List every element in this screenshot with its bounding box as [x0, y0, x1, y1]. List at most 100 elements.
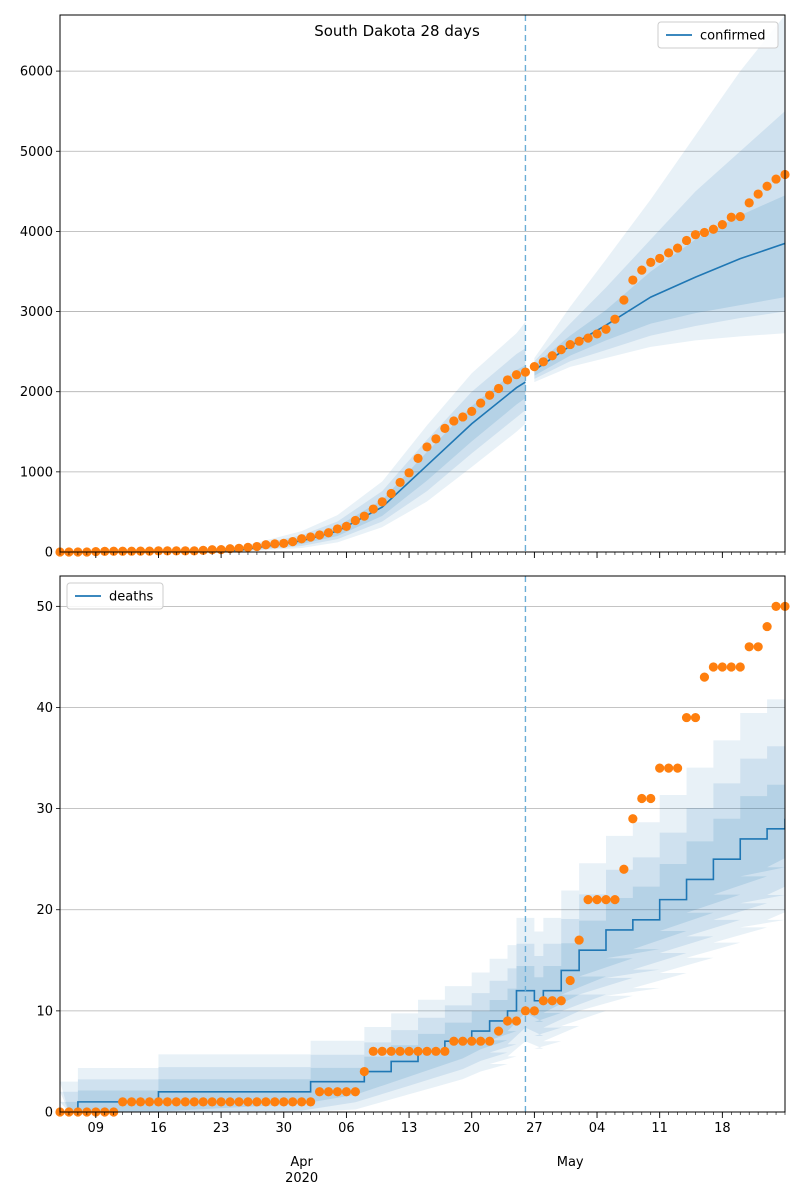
x-tick-label: 13 — [401, 1121, 418, 1136]
deaths-observed-point — [511, 1016, 522, 1026]
deaths-observed-point — [726, 662, 736, 672]
deaths-observed-point — [135, 1097, 146, 1107]
deaths-observed-point — [637, 793, 647, 804]
confirmed-observed-point — [413, 453, 423, 463]
deaths-observed-point — [422, 1046, 432, 1056]
deaths-observed-point — [690, 712, 701, 723]
deaths-observed-point — [485, 1036, 495, 1046]
deaths-observed-point — [655, 763, 665, 773]
confirmed-observed-point — [485, 390, 495, 400]
deaths-observed-point — [529, 1006, 539, 1016]
confirmed-observed-point — [332, 524, 343, 534]
deaths-observed-point — [547, 996, 557, 1006]
confirmed-y-tick-label: 0 — [45, 546, 53, 561]
confirmed-observed-point — [467, 406, 477, 416]
x-tick-label: 16 — [150, 1121, 167, 1136]
deaths-observed-point — [279, 1097, 289, 1107]
x-tick-label: 23 — [213, 1121, 230, 1136]
confirmed-observed-point — [762, 181, 772, 191]
x-tick-label: 30 — [275, 1121, 292, 1136]
confirmed-observed-point — [726, 212, 736, 222]
confirmed-observed-point — [717, 219, 727, 230]
confirmed-observed-point — [502, 375, 513, 385]
confirmed-observed-point — [529, 362, 539, 372]
deaths-observed-point — [180, 1097, 190, 1107]
deaths-observed-point — [574, 935, 584, 945]
x-tick-label: 27 — [526, 1121, 543, 1136]
deaths-y-tick-label: 40 — [36, 701, 53, 716]
deaths-observed-point — [699, 672, 710, 682]
confirmed-observed-point — [422, 442, 432, 452]
deaths-observed-point — [502, 1016, 513, 1026]
confirmed-y-tick-label: 1000 — [20, 465, 53, 480]
confirmed-observed-point — [690, 230, 701, 240]
deaths-observed-point — [171, 1097, 181, 1107]
deaths-observed-point — [306, 1097, 316, 1107]
deaths-observed-point — [592, 895, 602, 905]
deaths-observed-point — [565, 975, 575, 986]
deaths-observed-point — [628, 814, 638, 824]
confirmed-observed-point — [350, 515, 360, 526]
deaths-observed-point — [681, 712, 692, 723]
deaths-observed-point — [386, 1046, 396, 1056]
deaths-observed-point — [252, 1097, 262, 1107]
confirmed-observed-point — [288, 537, 298, 547]
confirmed-observed-point — [225, 544, 235, 554]
deaths-observed-point — [341, 1087, 352, 1097]
deaths-observed-point — [708, 662, 718, 672]
x-tick-label: 09 — [88, 1121, 105, 1136]
deaths-observed-point — [216, 1097, 226, 1107]
deaths-observed-point — [619, 864, 629, 874]
confirmed-band-outer-forecast — [534, 15, 785, 383]
confirmed-observed-point — [637, 265, 647, 275]
deaths-observed-point — [493, 1026, 504, 1036]
confirmed-observed-point — [198, 545, 208, 555]
x-tick-label: 20 — [463, 1121, 480, 1136]
deaths-observed-point — [664, 763, 674, 773]
x-tick-label: 11 — [651, 1121, 668, 1136]
confirmed-observed-point — [279, 538, 289, 548]
deaths-observed-point — [610, 895, 620, 905]
deaths-observed-point — [189, 1097, 199, 1107]
deaths-observed-point — [368, 1046, 378, 1056]
confirmed-observed-point — [127, 546, 137, 556]
confirmed-y-tick-label: 6000 — [20, 65, 53, 80]
deaths-observed-point — [323, 1087, 334, 1097]
confirmed-observed-point — [189, 546, 199, 556]
confirmed-y-tick-label: 5000 — [20, 145, 53, 160]
confirmed-observed-point — [431, 434, 441, 444]
deaths-y-tick-label: 20 — [36, 903, 53, 918]
confirmed-band-outer-fit — [60, 321, 526, 552]
confirmed-band-middle-fit — [60, 348, 526, 552]
confirmed-observed-point — [565, 339, 575, 350]
confirmed-observed-point — [368, 504, 378, 514]
confirmed-observed-point — [476, 398, 486, 408]
deaths-legend-box — [66, 582, 164, 610]
confirmed-plot-area — [60, 15, 785, 552]
deaths-observed-point — [753, 642, 763, 652]
deaths-observed-point — [243, 1097, 253, 1107]
deaths-legend: deaths — [66, 582, 164, 610]
confirmed-observed-point — [547, 351, 557, 361]
deaths-observed-point — [583, 895, 593, 905]
confirmed-panel: 0 1000 2000 3000 4000 5000 6000 confirmed South … — [20, 14, 790, 561]
deaths-legend-label: deaths — [109, 590, 154, 605]
confirmed-observed-point — [655, 253, 665, 264]
confirmed-observed-point — [109, 546, 119, 556]
confirmed-observed-point — [520, 367, 531, 377]
deaths-observed-point — [153, 1097, 164, 1107]
confirmed-observed-point — [538, 357, 548, 367]
confirmed-observed-point — [135, 546, 146, 556]
confirmed-observed-point — [323, 528, 334, 538]
confirmed-observed-point — [493, 383, 504, 394]
confirmed-legend-label: confirmed — [700, 29, 766, 44]
confirmed-band-inner-fit — [60, 365, 526, 552]
confirmed-observed-point — [753, 189, 763, 199]
confirmed-observed-point — [395, 477, 405, 488]
confirmed-observed-point — [100, 546, 110, 556]
deaths-y-tick-label: 30 — [36, 802, 53, 817]
confirmed-observed-point — [162, 546, 173, 556]
confirmed-observed-point — [574, 336, 584, 346]
x-tick-label: 04 — [589, 1121, 606, 1136]
deaths-observed-point — [314, 1087, 325, 1097]
